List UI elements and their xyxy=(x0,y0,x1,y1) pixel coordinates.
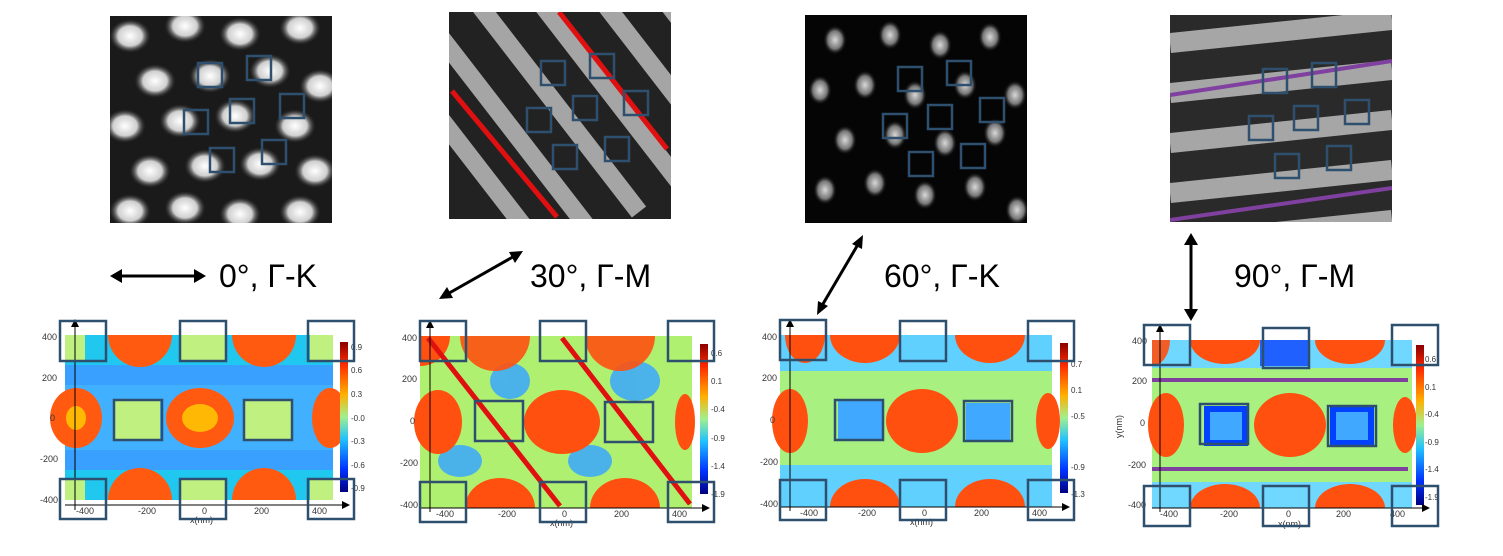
y-tick: 200 xyxy=(402,374,417,384)
y-tick: -400 xyxy=(1128,500,1146,510)
label-90deg: 90°, Γ-M xyxy=(1234,258,1356,294)
label-30deg: 30°, Γ-M xyxy=(530,258,652,294)
y-tick: 0 xyxy=(50,413,55,423)
x-tick: -200 xyxy=(1220,509,1238,519)
colorbar-tick: -1.4 xyxy=(1425,465,1439,474)
colorbar-tick: 0.6 xyxy=(1425,355,1437,364)
colorbar-tick: 0.7 xyxy=(1071,360,1083,369)
x-tick: 400 xyxy=(672,509,687,519)
x-tick: -400 xyxy=(1160,509,1178,519)
y-axis-label: y(nm) xyxy=(1114,415,1124,438)
x-axis-label: x(nm) xyxy=(910,517,933,527)
x-tick: -400 xyxy=(76,506,94,516)
colorbar-tick: -0.0 xyxy=(351,414,365,423)
y-tick: 400 xyxy=(1132,336,1147,346)
y-tick: 200 xyxy=(1132,376,1147,386)
y-tick: -200 xyxy=(40,454,58,464)
colorbar-tick: -1.4 xyxy=(711,462,725,471)
y-tick: 400 xyxy=(42,332,57,342)
simulation-map-60deg: 0.7 0.1 -0.5 -0.9 -1.3 400 200 0 -200 -4… xyxy=(760,315,1100,543)
simulation-map-30deg: 0.6 0.1 -0.4 -0.9 -1.4 -1.9 400 200 0 -2… xyxy=(400,316,740,544)
micrograph-90deg xyxy=(1170,15,1392,222)
x-tick: 0 xyxy=(202,506,207,516)
x-tick: 0 xyxy=(1286,509,1291,519)
y-tick: -400 xyxy=(760,499,778,509)
micrograph-60deg xyxy=(805,15,1027,223)
x-tick: -200 xyxy=(498,509,516,519)
label-0deg: 0°, Γ-K xyxy=(219,258,317,294)
colorbar-tick: -1.3 xyxy=(1071,490,1085,499)
arrow-30deg-icon xyxy=(439,251,523,299)
colorbar-tick: -1.9 xyxy=(1425,493,1439,502)
x-axis-label: x(nm) xyxy=(1278,519,1301,529)
x-tick: 200 xyxy=(1336,509,1351,519)
label-60deg: 60°, Γ-K xyxy=(884,258,1000,294)
colorbar-tick: -0.9 xyxy=(1425,438,1439,447)
y-tick: 400 xyxy=(402,333,417,343)
y-tick: -200 xyxy=(1128,460,1146,470)
micrograph-0deg xyxy=(110,16,332,223)
colorbar-tick: -0.4 xyxy=(1425,410,1439,419)
x-tick: 200 xyxy=(614,509,629,519)
simulation-map-90deg: 0.6 0.1 -0.4 -0.9 -1.4 -1.9 400 200 0 -2… xyxy=(1100,320,1450,548)
x-tick: 0 xyxy=(562,509,567,519)
colorbar-tick: -0.5 xyxy=(1071,412,1085,421)
arrow-90deg-icon xyxy=(1184,233,1198,321)
simulation-map-0deg: 0.9 0.6 0.3 -0.0 -0.3 -0.6 -0.9 400 200 … xyxy=(40,315,380,543)
arrow-0deg-icon xyxy=(110,269,206,283)
x-tick: -200 xyxy=(858,508,876,518)
colorbar-tick: 0.1 xyxy=(1071,386,1083,395)
colorbar-tick: -0.4 xyxy=(711,405,725,414)
colorbar-tick: -0.3 xyxy=(351,437,365,446)
x-tick: 400 xyxy=(312,506,327,516)
y-tick: -200 xyxy=(760,457,778,467)
y-tick: 200 xyxy=(762,373,777,383)
y-tick: 400 xyxy=(762,332,777,342)
colorbar-tick: 0.9 xyxy=(351,343,363,352)
colorbar-tick: -0.6 xyxy=(351,461,365,470)
colorbar-tick: 0.6 xyxy=(711,349,723,358)
colorbar-tick: -0.9 xyxy=(351,484,365,493)
y-tick: -400 xyxy=(40,495,58,505)
y-tick: 200 xyxy=(42,373,57,383)
x-tick: 0 xyxy=(922,508,927,518)
x-tick: -400 xyxy=(436,509,454,519)
colorbar-tick: -0.9 xyxy=(1071,463,1085,472)
x-tick: 200 xyxy=(974,508,989,518)
x-tick: 400 xyxy=(1390,509,1405,519)
x-tick: -400 xyxy=(800,508,818,518)
colorbar-tick: -1.9 xyxy=(711,490,725,499)
arrow-60deg-icon xyxy=(817,235,863,315)
y-tick: 0 xyxy=(1140,418,1145,428)
colorbar-tick: 0.6 xyxy=(351,366,363,375)
y-tick: 0 xyxy=(410,416,415,426)
colorbar-tick: 0.1 xyxy=(1425,383,1437,392)
colorbar-tick: -0.9 xyxy=(711,434,725,443)
micrograph-30deg xyxy=(449,12,671,219)
y-tick: -200 xyxy=(400,458,418,468)
y-tick: 0 xyxy=(770,415,775,425)
y-tick: -400 xyxy=(400,500,418,510)
colorbar-tick: 0.1 xyxy=(711,377,723,386)
x-tick: 200 xyxy=(254,506,269,516)
x-tick: -200 xyxy=(138,506,156,516)
colorbar-tick: 0.3 xyxy=(351,390,363,399)
x-tick: 400 xyxy=(1032,508,1047,518)
